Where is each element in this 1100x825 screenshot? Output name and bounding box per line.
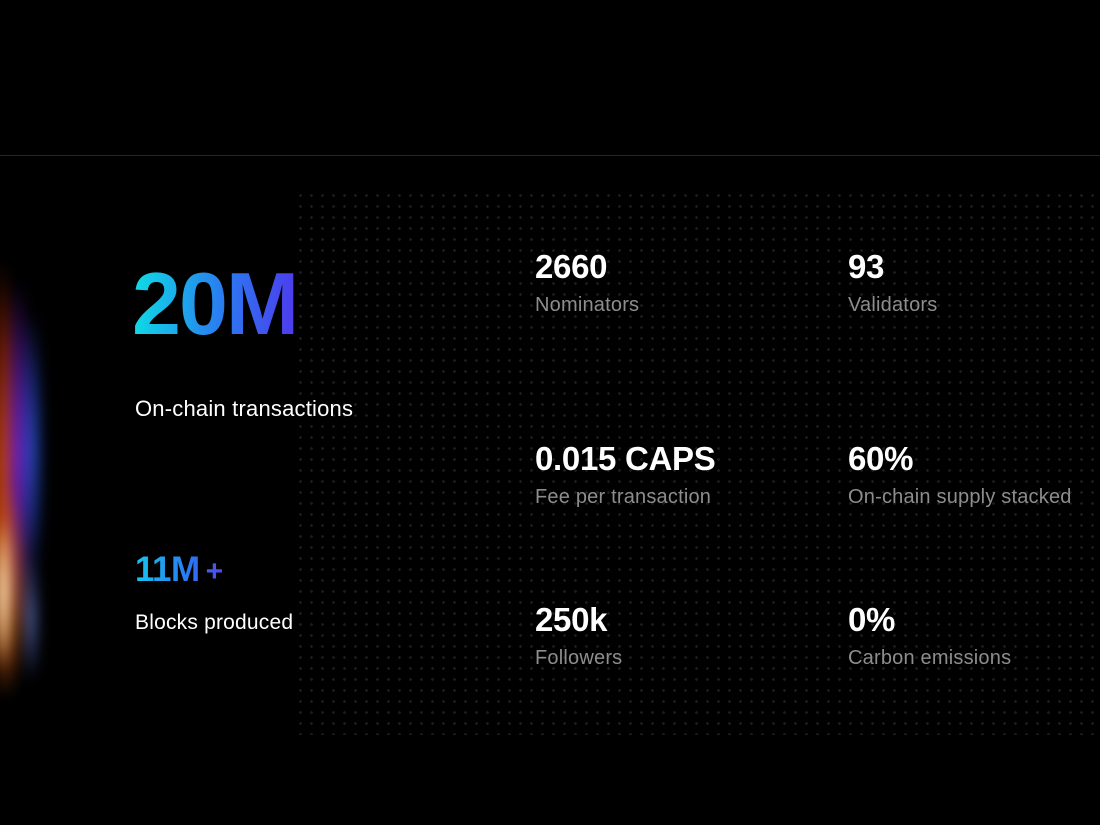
secondary-stat-suffix: + xyxy=(205,555,223,588)
stat-cell-followers: 250k Followers xyxy=(535,601,623,670)
stat-cell-carbon-emissions: 0% Carbon emissions xyxy=(848,601,1012,670)
light-flare-decoration xyxy=(0,260,75,695)
secondary-stat-label: Blocks produced xyxy=(135,611,294,634)
stat-value: 93 xyxy=(848,248,885,285)
stat-label: On-chain supply stacked xyxy=(848,486,1072,509)
main-stat-label: On-chain transactions xyxy=(135,396,354,421)
stat-cell-nominators: 2660 Nominators xyxy=(535,248,640,317)
stat-value: 2660 xyxy=(535,248,608,285)
stat-cell-fee-per-transaction: 0.015 CAPS Fee per transaction xyxy=(535,440,716,509)
stat-value: 60% xyxy=(848,440,914,477)
top-divider xyxy=(0,155,1100,156)
stat-label: Validators xyxy=(848,294,938,317)
stat-cell-supply-stacked: 60% On-chain supply stacked xyxy=(848,440,1072,509)
stat-value: 250k xyxy=(535,601,608,638)
stat-label: Fee per transaction xyxy=(535,486,712,509)
stat-cell-validators: 93 Validators xyxy=(848,248,938,317)
stat-label: Carbon emissions xyxy=(848,647,1012,670)
stat-value: 0.015 CAPS xyxy=(535,440,716,477)
stat-label: Followers xyxy=(535,647,623,670)
secondary-stat-value: 11M + xyxy=(135,552,223,587)
secondary-stat-number: 11M xyxy=(135,550,200,589)
main-stat-value: 20M xyxy=(132,254,299,353)
dot-grid-pattern xyxy=(295,190,1100,735)
stat-label: Nominators xyxy=(535,294,640,317)
stat-value: 0% xyxy=(848,601,896,638)
